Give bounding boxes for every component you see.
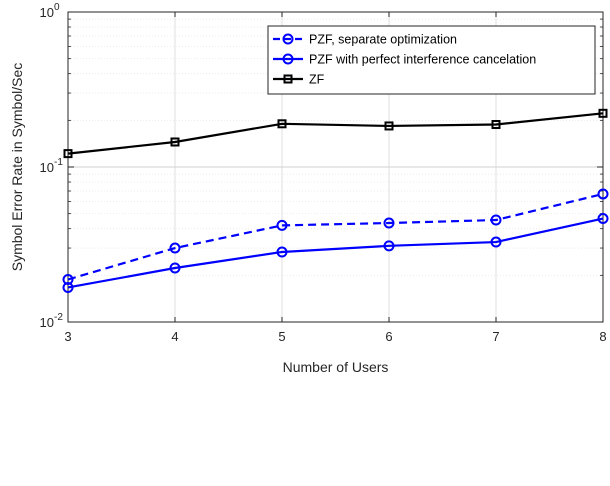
data-point <box>383 217 395 229</box>
data-point <box>490 214 502 226</box>
data-point <box>276 246 288 258</box>
legend-marker <box>283 74 293 84</box>
series-1 <box>62 213 609 293</box>
data-point <box>63 149 73 159</box>
series-0 <box>62 188 609 286</box>
data-point <box>169 262 181 274</box>
series-2 <box>63 108 608 159</box>
y-tick-base: 10 <box>40 160 54 175</box>
legend-label: PZF, separate optimization <box>309 33 457 47</box>
data-point <box>597 213 609 225</box>
y-tick-base: 10 <box>40 5 54 20</box>
series-line <box>67 217 604 289</box>
legend-entry: PZF, separate optimization <box>273 33 457 47</box>
data-point <box>597 188 609 200</box>
x-tick-label: 8 <box>599 329 606 344</box>
x-tick-label: 7 <box>492 329 499 344</box>
data-point <box>62 281 74 293</box>
data-point <box>490 236 502 248</box>
y-tick-label: 10 0 <box>40 2 60 20</box>
data-point <box>384 121 394 131</box>
series-line <box>67 192 604 281</box>
series-line <box>67 112 604 155</box>
y-axis-label: Symbol Error Rate in Symbol/Sec <box>9 63 25 272</box>
x-axis-label: Number of Users <box>283 359 389 375</box>
data-point <box>170 137 180 147</box>
legend: PZF, separate optimization PZF with perfe… <box>267 25 596 95</box>
data-point <box>169 242 181 254</box>
data-point <box>598 108 608 118</box>
x-tick-label: 6 <box>385 329 392 344</box>
data-point <box>491 120 501 130</box>
x-tick-label: 4 <box>171 329 178 344</box>
data-point <box>383 240 395 252</box>
y-tick-exponent: 0 <box>54 2 60 13</box>
legend-label: PZF with perfect interference cancelatio… <box>309 53 536 67</box>
data-point <box>62 274 74 286</box>
series-layer <box>62 108 609 293</box>
legend-marker <box>282 53 294 65</box>
data-point <box>277 119 287 129</box>
legend-marker <box>282 33 294 45</box>
y-tick-label: 10 -1 <box>40 157 64 175</box>
legend-entries: PZF, separate optimization PZF with perfe… <box>273 33 536 87</box>
y-tick-label: 10 -2 <box>40 312 64 330</box>
legend-entry: ZF <box>273 73 325 87</box>
y-tick-exponent: -1 <box>54 157 63 168</box>
y-tick-exponent: -2 <box>54 312 63 323</box>
legend-entry: PZF with perfect interference cancelatio… <box>273 53 536 67</box>
legend-box <box>267 25 596 95</box>
y-tick-base: 10 <box>40 315 54 330</box>
data-point <box>276 219 288 231</box>
x-tick-label: 5 <box>278 329 285 344</box>
x-tick-label: 3 <box>64 329 71 344</box>
legend-label: ZF <box>309 73 325 87</box>
